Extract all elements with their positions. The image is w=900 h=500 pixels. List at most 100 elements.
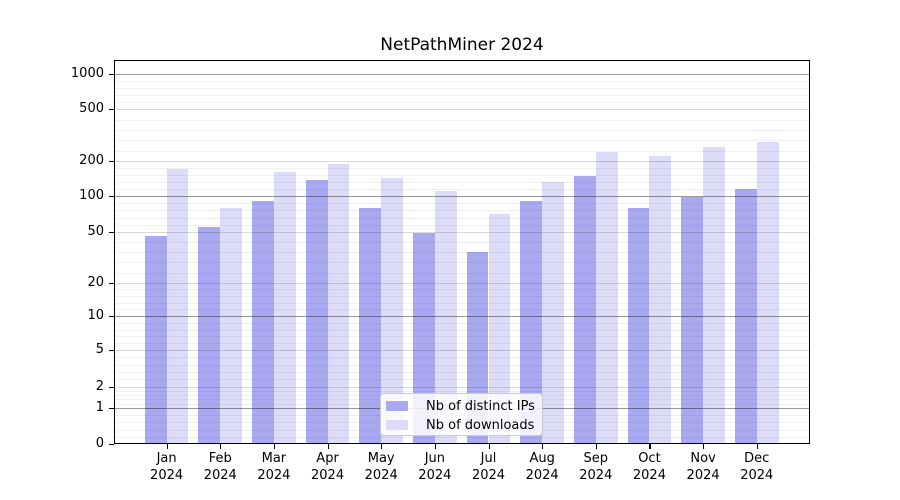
x-tick-mark: [434, 444, 437, 449]
plot-area: [114, 60, 810, 444]
grid-line: [114, 73, 810, 75]
grid-minor-line: [114, 371, 810, 373]
x-tick-label-year: 2024: [150, 467, 184, 483]
grid-minor-line: [114, 129, 810, 131]
bar-downloads: [595, 151, 618, 444]
bar-downloads: [381, 178, 403, 444]
bar-downloads: [166, 168, 189, 444]
x-tick-label-month: Jan: [156, 451, 177, 466]
grid-minor-line: [114, 102, 810, 104]
grid-minor-line: [114, 182, 810, 184]
grid-line: [114, 161, 810, 162]
y-tick-mark: [109, 444, 114, 446]
y-tick-mark: [109, 109, 114, 111]
y-tick-label: 1000: [70, 65, 104, 81]
y-tick-label: 500: [79, 101, 104, 117]
grid-minor-line: [114, 289, 810, 291]
y-tick-label: 200: [79, 153, 104, 168]
bar-downloads: [542, 181, 564, 444]
grid-minor-line: [114, 262, 810, 264]
grid-line: [114, 196, 810, 198]
grid-minor-line: [114, 203, 810, 205]
bar-downloads: [434, 190, 457, 444]
y-tick-label: 20: [87, 274, 104, 290]
x-tick-mark: [595, 444, 597, 449]
grid-minor-line: [114, 252, 810, 254]
x-tick-mark: [756, 444, 758, 449]
x-tick-label-year: 2024: [364, 467, 398, 483]
y-tick-label: 5: [95, 342, 104, 357]
grid-line: [114, 282, 810, 284]
grid-minor-line: [114, 390, 810, 392]
legend-label-downloads: Nb of downloads: [426, 417, 535, 433]
y-tick-mark: [109, 408, 114, 410]
grid-minor-line: [114, 379, 810, 381]
x-tick-label-month: Dec: [744, 451, 770, 466]
bar-downloads: [703, 146, 725, 444]
bar-distinct-ips: [359, 207, 382, 444]
grid-minor-line: [114, 329, 810, 331]
y-tick-mark: [109, 161, 114, 163]
x-tick-label-year: 2024: [686, 467, 720, 483]
y-tick-mark: [109, 316, 114, 318]
grid-minor-line: [114, 94, 810, 96]
grid-minor-line: [114, 241, 810, 243]
grid-minor-line: [114, 87, 810, 89]
x-tick-label-month: Jun: [424, 451, 445, 466]
bar-downloads: [220, 208, 243, 444]
legend-label-distinct-ips: Nb of distinct IPs: [426, 398, 535, 414]
y-tick-mark: [109, 231, 114, 233]
grid-minor-line: [114, 364, 810, 366]
bar-downloads: [649, 155, 672, 444]
x-tick-mark: [327, 444, 329, 449]
grid-minor-line: [114, 336, 810, 338]
x-tick-mark: [542, 444, 544, 449]
grid-minor-line: [114, 224, 810, 226]
x-tick-label-month: Apr: [316, 451, 339, 466]
y-tick-label: 50: [87, 223, 104, 239]
x-tick-label-year: 2024: [740, 467, 774, 483]
x-tick-label-month: Aug: [529, 451, 555, 466]
x-tick-mark: [649, 444, 651, 449]
grid-minor-line: [114, 175, 810, 177]
grid-minor-line: [114, 296, 810, 298]
grid-minor-line: [114, 309, 810, 311]
grid-minor-line: [114, 272, 810, 274]
y-tick-label: 2: [95, 378, 104, 394]
grid-minor-line: [114, 322, 810, 324]
bar-distinct-ips: [574, 176, 596, 444]
bar-downloads: [756, 142, 779, 444]
grid-minor-line: [114, 436, 810, 438]
x-tick-label-year: 2024: [525, 467, 559, 483]
x-tick-label-month: Jul: [480, 451, 497, 466]
x-tick-mark: [220, 444, 222, 449]
y-tick-mark: [109, 73, 114, 75]
x-tick-label-year: 2024: [579, 467, 613, 483]
grid-minor-line: [114, 150, 810, 152]
y-tick-label: 0: [95, 436, 104, 451]
legend-swatch-distinct-ips-icon: [386, 401, 408, 411]
grid-minor-line: [114, 357, 810, 359]
grid-minor-line: [114, 140, 810, 142]
x-tick-label-month: Nov: [690, 451, 716, 466]
bar-distinct-ips: [734, 189, 757, 444]
bar-distinct-ips: [144, 236, 167, 444]
bar-distinct-ips: [198, 226, 221, 444]
x-tick-label-month: Mar: [261, 451, 287, 466]
bar-distinct-ips: [252, 201, 274, 444]
x-tick-label-year: 2024: [632, 467, 666, 483]
y-tick-label: 100: [79, 188, 104, 204]
y-tick-mark: [109, 196, 114, 198]
x-tick-mark: [381, 444, 383, 449]
x-tick-label-year: 2024: [311, 467, 345, 483]
grid-line: [114, 316, 810, 317]
x-tick-label-year: 2024: [471, 467, 506, 483]
bar-distinct-ips: [413, 232, 435, 444]
grid-minor-line: [114, 119, 810, 121]
bar-distinct-ips: [627, 208, 650, 444]
grid-minor-line: [114, 80, 810, 82]
x-tick-label-year: 2024: [203, 467, 237, 483]
x-tick-mark: [703, 444, 705, 449]
y-tick-label: 1: [95, 400, 104, 415]
legend: Nb of distinct IPs Nb of downloads: [380, 393, 543, 436]
